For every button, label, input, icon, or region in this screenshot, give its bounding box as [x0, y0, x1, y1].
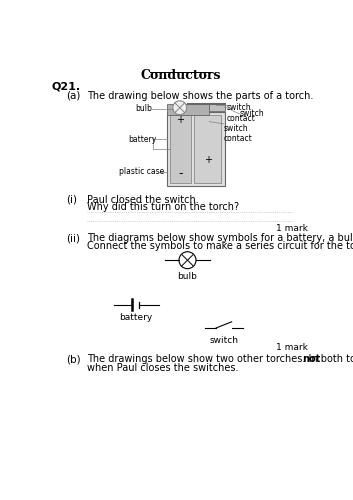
Text: (i): (i) — [66, 194, 77, 205]
Text: plastic case: plastic case — [119, 167, 164, 176]
Circle shape — [173, 101, 187, 114]
Text: 1 mark: 1 mark — [276, 344, 307, 352]
Text: The diagrams below show symbols for a battery, a bulb and a switch.: The diagrams below show symbols for a ba… — [87, 233, 353, 243]
Circle shape — [179, 252, 196, 268]
Text: battery: battery — [119, 312, 152, 322]
Text: not: not — [302, 354, 320, 364]
Text: Paul closed the switch.: Paul closed the switch. — [87, 194, 198, 205]
Bar — [167, 112, 225, 186]
Text: when Paul closes the switches.: when Paul closes the switches. — [87, 362, 238, 372]
Text: +: + — [204, 155, 212, 165]
Text: The drawings below show two other torches. In both torches, the bulbs will not l: The drawings below show two other torche… — [87, 354, 353, 364]
Text: battery: battery — [128, 135, 156, 144]
Bar — [209, 104, 225, 111]
Text: bulb: bulb — [136, 104, 152, 113]
Text: switch: switch — [209, 336, 238, 344]
Text: Why did this turn on the torch?: Why did this turn on the torch? — [87, 202, 239, 212]
Text: Conductors: Conductors — [140, 69, 221, 82]
Text: bulb: bulb — [178, 272, 197, 281]
Text: +: + — [176, 115, 185, 125]
Text: (ii): (ii) — [66, 233, 80, 243]
Text: (b): (b) — [66, 354, 80, 364]
Text: Connect the symbols to make a series circuit for the torch.: Connect the symbols to make a series cir… — [87, 241, 353, 251]
Text: 1 mark: 1 mark — [276, 224, 307, 233]
Text: The drawing below shows the parts of a torch.: The drawing below shows the parts of a t… — [87, 91, 313, 101]
Bar — [195, 116, 221, 183]
Text: (a): (a) — [66, 91, 80, 101]
Bar — [170, 116, 191, 183]
Text: switch: switch — [239, 110, 264, 118]
Text: switch
contact: switch contact — [227, 103, 256, 122]
Bar — [167, 104, 209, 115]
Text: Q21.: Q21. — [52, 82, 81, 92]
Text: -: - — [178, 168, 183, 180]
Text: switch
contact: switch contact — [224, 124, 253, 144]
